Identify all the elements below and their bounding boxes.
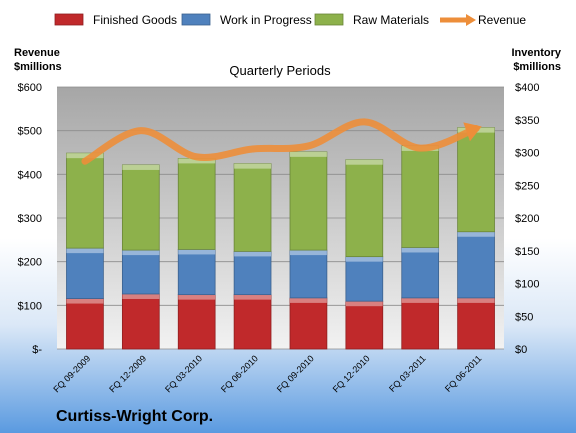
bar-segment-highlight <box>122 293 160 299</box>
category-label: FQ 03-2010 <box>163 353 204 394</box>
bar-segment <box>457 297 495 350</box>
company-name: Curtiss-Wright Corp. <box>56 408 213 425</box>
bar-segment <box>177 294 216 350</box>
chart-subtitle: Quarterly Periods <box>229 63 331 78</box>
legend-label: Finished Goods <box>93 13 177 27</box>
bar-segment-highlight <box>345 256 383 262</box>
category-label: FQ 09-2009 <box>51 353 92 394</box>
bar-segment <box>345 159 384 258</box>
right-tick-label: $150 <box>515 246 539 258</box>
bar-segment-highlight <box>234 163 272 169</box>
revenue-arrow-head <box>463 122 482 142</box>
bar-segment <box>233 163 272 252</box>
revenue-line-path <box>81 118 480 165</box>
left-tick-label: $200 <box>18 257 42 269</box>
bar-segment-highlight <box>178 294 216 300</box>
legend-label: Revenue <box>478 13 526 27</box>
bar-segment <box>289 249 328 299</box>
legend-label: Work in Progress <box>220 13 312 27</box>
left-axis-title-line2: $millions <box>14 61 62 73</box>
bar-segment-highlight <box>289 151 327 157</box>
bar-segment-highlight <box>457 231 495 237</box>
bar-segment-highlight <box>401 297 439 303</box>
right-axis-ticks: $0 $50 $100 $150 $200 $250 $300 $350 $400 <box>515 82 539 356</box>
right-tick-label: $350 <box>515 115 539 127</box>
bar-segment-highlight <box>66 298 104 304</box>
bar-segment-highlight <box>234 294 272 300</box>
left-tick-label: $500 <box>18 126 42 138</box>
right-tick-label: $0 <box>515 344 527 356</box>
category-label: FQ 09-2010 <box>275 353 316 394</box>
bar-segment <box>289 297 328 350</box>
category-label: FQ 12-2010 <box>331 353 372 394</box>
bar-segment-highlight <box>345 301 383 307</box>
right-tick-label: $250 <box>515 180 539 192</box>
bar-segment <box>66 247 104 299</box>
right-tick-label: $100 <box>515 279 539 291</box>
left-tick-label: $600 <box>18 82 42 94</box>
bar-segment <box>177 157 216 250</box>
left-tick-label: $300 <box>18 213 42 225</box>
legend-label: Raw Materials <box>353 13 429 27</box>
bar-segment-highlight <box>289 297 327 303</box>
bar-segment-highlight <box>66 153 104 159</box>
legend-swatch <box>54 13 84 26</box>
bar-segment <box>121 164 160 251</box>
category-labels: FQ 09-2009 FQ 12-2009 FQ 03-2010 FQ 06-2010… <box>51 353 483 394</box>
bar-segment <box>457 231 495 299</box>
revenue-line <box>81 118 482 165</box>
left-axis-title-line1: Revenue <box>14 47 60 59</box>
bar-segment-highlight <box>289 250 327 256</box>
bar-segment <box>289 151 328 251</box>
legend-swatch-arrow <box>466 14 476 26</box>
bar-segment <box>233 251 272 296</box>
right-tick-label: $200 <box>515 213 539 225</box>
bar-segment-highlight <box>178 158 216 164</box>
bar-segment-highlight <box>457 297 495 303</box>
bar-segment <box>457 127 495 233</box>
legend-swatch <box>314 13 344 26</box>
legend-swatch <box>181 13 211 26</box>
bar-segment <box>233 294 272 350</box>
bar-segment-highlight <box>122 250 160 256</box>
category-label: FQ 06-2010 <box>219 353 260 394</box>
left-tick-label: $400 <box>18 169 42 181</box>
bar-segment-highlight <box>401 247 439 253</box>
right-tick-label: $300 <box>515 148 539 160</box>
right-tick-label: $50 <box>515 311 533 323</box>
bar-segment <box>345 300 384 350</box>
category-label: FQ 06-2011 <box>443 353 484 394</box>
legend: Finished Goods Work in Progress Raw Materi… <box>54 13 526 27</box>
left-tick-label: $- <box>32 344 42 356</box>
right-axis-title-line1: Inventory <box>511 47 561 59</box>
left-tick-label: $100 <box>18 300 42 312</box>
category-label: FQ 12-2009 <box>107 353 148 394</box>
bar-segment <box>401 247 440 299</box>
bar-segment-highlight <box>122 164 160 170</box>
bar-segment <box>177 249 216 296</box>
bar-segment <box>121 249 160 295</box>
right-axis-title-line2: $millions <box>513 61 561 73</box>
bar-segment-highlight <box>66 248 104 254</box>
bar-segment-highlight <box>345 159 383 165</box>
bar-segment-highlight <box>178 249 216 255</box>
left-axis-ticks: $- $100 $200 $300 $400 $500 $600 <box>18 82 43 356</box>
bar-segment <box>121 293 160 350</box>
bar-segment <box>401 145 440 248</box>
bar-segment <box>345 256 384 302</box>
right-tick-label: $400 <box>515 82 539 94</box>
bar-segment <box>66 298 104 350</box>
bar-segment <box>66 152 104 249</box>
bar-segment <box>401 297 440 350</box>
category-label: FQ 03-2011 <box>387 353 428 394</box>
bars <box>66 127 495 350</box>
bar-segment-highlight <box>234 251 272 257</box>
